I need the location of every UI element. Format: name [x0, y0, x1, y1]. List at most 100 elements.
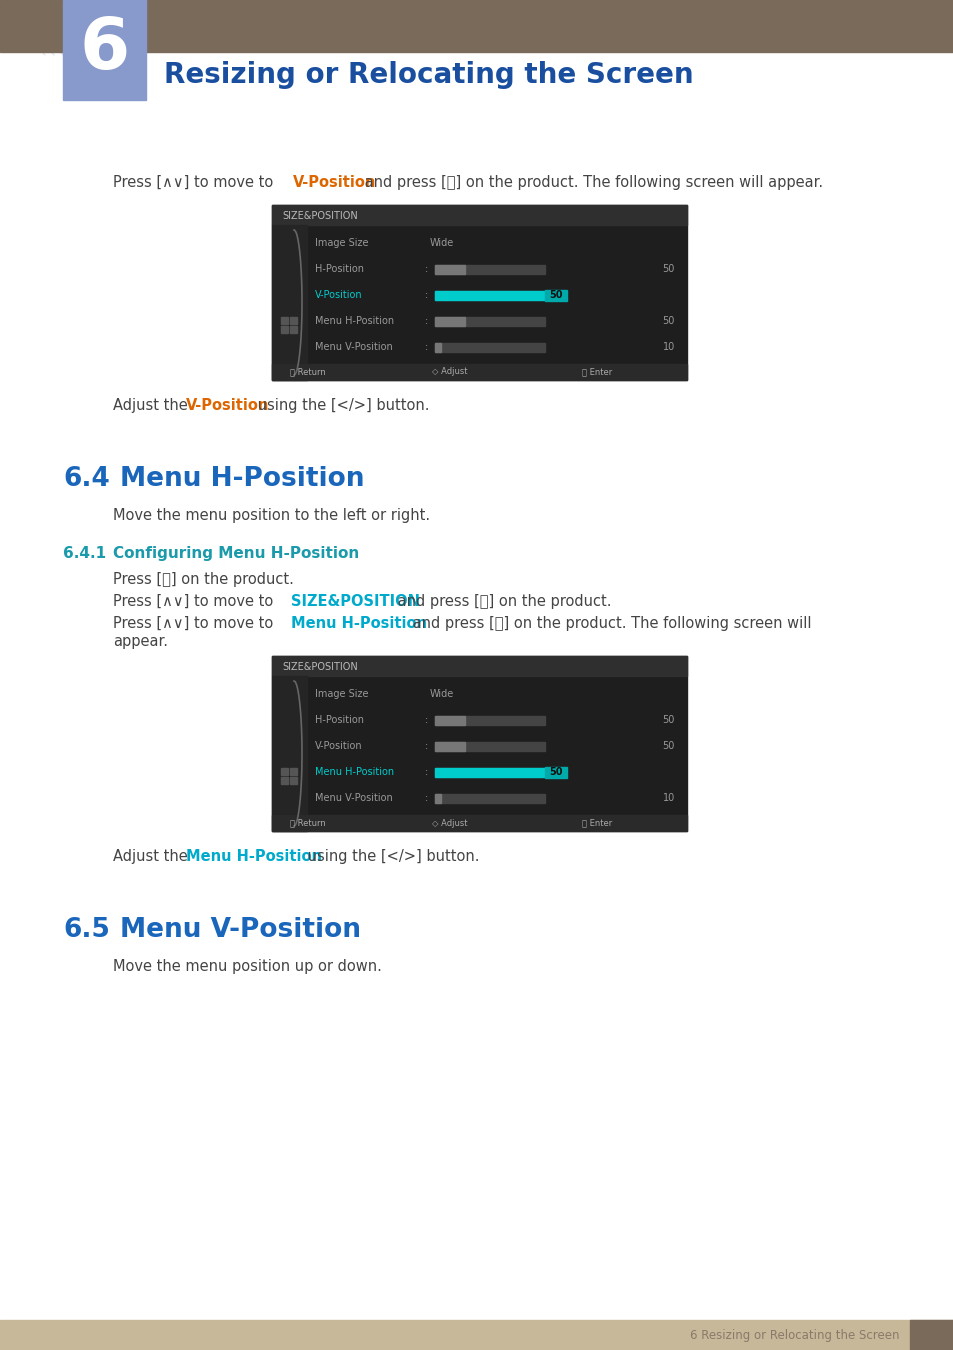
Text: Press [∧∨] to move to: Press [∧∨] to move to	[112, 616, 277, 630]
Bar	[435, 741, 544, 751]
Bar	[435, 265, 465, 274]
Text: Image Size: Image Size	[314, 688, 368, 699]
Text: Wide: Wide	[430, 238, 454, 248]
Text: :: :	[424, 342, 428, 352]
Bar	[435, 265, 544, 274]
Bar	[272, 205, 686, 225]
Bar	[272, 656, 686, 832]
Text: V-Position: V-Position	[186, 398, 269, 413]
Text: H-Position: H-Position	[314, 716, 364, 725]
Text: Image Size: Image Size	[314, 238, 368, 248]
Text: ⧧ Return: ⧧ Return	[290, 367, 325, 377]
Text: ⎈ Enter: ⎈ Enter	[581, 818, 612, 828]
Bar	[281, 317, 288, 324]
Bar	[544, 767, 566, 778]
Text: appear.: appear.	[112, 634, 168, 649]
Text: 6 Resizing or Relocating the Screen: 6 Resizing or Relocating the Screen	[690, 1328, 899, 1342]
Text: Press [⧧] on the product.: Press [⧧] on the product.	[112, 572, 294, 587]
Bar	[435, 716, 544, 725]
Text: Resizing or Relocating the Screen: Resizing or Relocating the Screen	[164, 61, 693, 89]
Text: and press [⧗] on the product. The following screen will appear.: and press [⧗] on the product. The follow…	[359, 176, 822, 190]
Text: 50: 50	[662, 741, 675, 751]
Text: :: :	[424, 716, 428, 725]
Bar	[291, 778, 297, 784]
Bar	[272, 364, 686, 379]
Text: SIZE&POSITION: SIZE&POSITION	[282, 211, 357, 221]
Text: Configuring Menu H-Position: Configuring Menu H-Position	[112, 545, 359, 562]
Text: Menu H-Position: Menu H-Position	[291, 616, 427, 630]
Text: Adjust the: Adjust the	[112, 849, 193, 864]
Bar	[435, 290, 544, 300]
Text: using the [</>] button.: using the [</>] button.	[253, 398, 429, 413]
Text: :: :	[424, 290, 428, 300]
Bar	[435, 343, 440, 351]
Text: 50: 50	[549, 290, 562, 300]
Text: 10: 10	[662, 342, 675, 352]
Text: 10: 10	[662, 792, 675, 803]
Bar	[435, 794, 544, 802]
Text: using the [</>] button.: using the [</>] button.	[303, 849, 479, 864]
Text: Menu H-Position: Menu H-Position	[120, 466, 364, 491]
Text: Press [∧∨] to move to: Press [∧∨] to move to	[112, 594, 277, 609]
Bar	[0, 0, 953, 53]
Bar	[909, 1320, 953, 1350]
Text: Move the menu position to the left or right.: Move the menu position to the left or ri…	[112, 508, 430, 522]
Bar	[544, 289, 566, 301]
Bar	[272, 676, 307, 832]
Text: ⎈ Enter: ⎈ Enter	[581, 367, 612, 377]
Text: :: :	[424, 767, 428, 778]
Bar	[281, 768, 288, 775]
Bar	[291, 325, 297, 333]
Text: and press [⧗] on the product. The following screen will: and press [⧗] on the product. The follow…	[408, 616, 811, 630]
Bar	[435, 316, 544, 325]
Text: :: :	[424, 741, 428, 751]
Bar	[281, 778, 288, 784]
Text: Menu V-Position: Menu V-Position	[314, 792, 393, 803]
Text: Press [∧∨] to move to: Press [∧∨] to move to	[112, 176, 277, 190]
Bar	[435, 794, 440, 802]
Bar	[281, 325, 288, 333]
Bar	[272, 205, 686, 379]
Text: Menu H-Position: Menu H-Position	[186, 849, 322, 864]
Text: 6.5: 6.5	[63, 917, 110, 944]
Text: Adjust the: Adjust the	[112, 398, 193, 413]
Text: 6: 6	[79, 15, 130, 85]
Bar	[435, 316, 465, 325]
Bar	[63, 0, 146, 100]
Bar	[435, 343, 544, 351]
Bar	[435, 290, 544, 300]
Text: 50: 50	[662, 716, 675, 725]
Bar	[291, 768, 297, 775]
Text: ⧧ Return: ⧧ Return	[290, 818, 325, 828]
Bar	[272, 656, 686, 676]
Text: V-Position: V-Position	[314, 290, 362, 300]
Bar	[435, 768, 544, 776]
Text: ◇ Adjust: ◇ Adjust	[432, 367, 467, 377]
Bar	[435, 716, 465, 725]
Text: 6.4.1: 6.4.1	[63, 545, 106, 562]
Text: and press [⧗] on the product.: and press [⧗] on the product.	[393, 594, 611, 609]
Text: H-Position: H-Position	[314, 265, 364, 274]
Bar	[272, 815, 686, 832]
Text: Menu H-Position: Menu H-Position	[314, 767, 394, 778]
Bar	[435, 741, 465, 751]
Bar	[435, 768, 544, 776]
Text: :: :	[424, 265, 428, 274]
Text: 50: 50	[549, 767, 562, 778]
Text: Menu V-Position: Menu V-Position	[314, 342, 393, 352]
Text: 50: 50	[662, 316, 675, 325]
Text: :: :	[424, 316, 428, 325]
Text: 6.4: 6.4	[63, 466, 110, 491]
Text: SIZE&POSITION: SIZE&POSITION	[282, 662, 357, 672]
Text: Menu H-Position: Menu H-Position	[314, 316, 394, 325]
Text: :: :	[424, 792, 428, 803]
Bar	[0, 1320, 953, 1350]
Text: Wide: Wide	[430, 688, 454, 699]
Bar	[291, 317, 297, 324]
Text: Menu V-Position: Menu V-Position	[120, 917, 360, 944]
Text: Move the menu position up or down.: Move the menu position up or down.	[112, 958, 381, 973]
Text: V-Position: V-Position	[293, 176, 376, 190]
Text: 50: 50	[662, 265, 675, 274]
Text: ◇ Adjust: ◇ Adjust	[432, 818, 467, 828]
Bar	[272, 225, 307, 379]
